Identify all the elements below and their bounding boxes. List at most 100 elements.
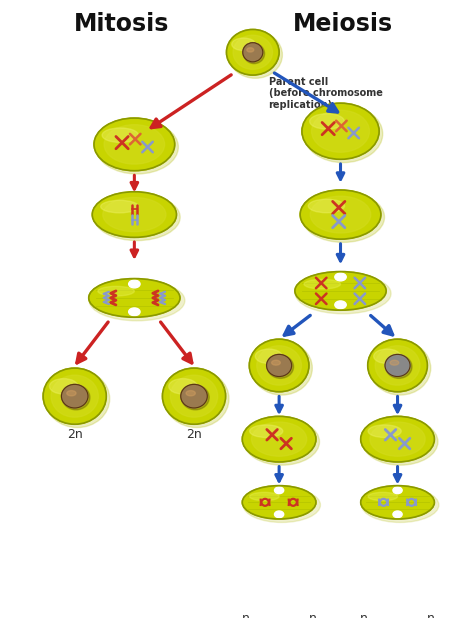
Ellipse shape — [368, 493, 398, 501]
Ellipse shape — [98, 286, 134, 296]
Ellipse shape — [274, 511, 284, 518]
Ellipse shape — [411, 565, 451, 603]
Ellipse shape — [100, 200, 138, 213]
Ellipse shape — [242, 486, 316, 519]
Ellipse shape — [288, 561, 342, 612]
Ellipse shape — [251, 341, 312, 395]
Ellipse shape — [272, 360, 280, 365]
Ellipse shape — [361, 486, 434, 519]
Ellipse shape — [286, 559, 339, 609]
Ellipse shape — [303, 105, 383, 163]
Ellipse shape — [242, 417, 316, 462]
Ellipse shape — [335, 273, 346, 281]
Ellipse shape — [227, 30, 279, 75]
Ellipse shape — [345, 565, 384, 603]
Ellipse shape — [375, 345, 420, 385]
Text: n: n — [309, 612, 316, 618]
Ellipse shape — [393, 511, 402, 518]
Ellipse shape — [164, 370, 229, 428]
Ellipse shape — [385, 354, 410, 376]
Ellipse shape — [244, 418, 319, 465]
Ellipse shape — [353, 574, 375, 595]
Ellipse shape — [243, 488, 320, 522]
Ellipse shape — [354, 574, 377, 596]
Ellipse shape — [302, 103, 379, 159]
Ellipse shape — [250, 425, 283, 438]
Ellipse shape — [219, 559, 272, 609]
Ellipse shape — [300, 190, 381, 239]
Ellipse shape — [250, 493, 279, 501]
Ellipse shape — [128, 280, 140, 288]
Ellipse shape — [361, 417, 434, 462]
Ellipse shape — [170, 375, 218, 417]
Ellipse shape — [243, 43, 263, 62]
Text: n: n — [242, 612, 250, 618]
Ellipse shape — [67, 391, 76, 396]
Ellipse shape — [244, 43, 264, 64]
Ellipse shape — [390, 360, 399, 365]
Ellipse shape — [295, 273, 391, 314]
Ellipse shape — [43, 368, 106, 424]
Ellipse shape — [89, 281, 185, 321]
Ellipse shape — [94, 194, 180, 240]
Ellipse shape — [274, 487, 284, 494]
Ellipse shape — [252, 422, 307, 456]
Ellipse shape — [424, 579, 432, 583]
Ellipse shape — [302, 574, 325, 596]
Ellipse shape — [386, 355, 412, 378]
Ellipse shape — [249, 339, 309, 392]
Ellipse shape — [266, 354, 292, 376]
Ellipse shape — [233, 35, 273, 69]
Ellipse shape — [247, 48, 254, 52]
Ellipse shape — [94, 118, 175, 171]
Ellipse shape — [393, 487, 402, 494]
Ellipse shape — [169, 379, 197, 394]
Text: Meiosis: Meiosis — [293, 12, 393, 36]
Ellipse shape — [62, 384, 88, 408]
Ellipse shape — [255, 349, 282, 363]
Ellipse shape — [340, 561, 394, 612]
Ellipse shape — [363, 418, 438, 465]
Ellipse shape — [96, 120, 178, 174]
Ellipse shape — [310, 196, 371, 233]
Text: Parent cell
(before chromosome
replication): Parent cell (before chromosome replicati… — [269, 77, 383, 110]
Ellipse shape — [302, 192, 384, 242]
Ellipse shape — [49, 379, 78, 394]
Ellipse shape — [306, 579, 314, 583]
Ellipse shape — [362, 488, 439, 522]
Ellipse shape — [128, 308, 140, 316]
Ellipse shape — [295, 271, 386, 310]
Text: n: n — [427, 612, 435, 618]
Ellipse shape — [163, 368, 226, 424]
Ellipse shape — [368, 425, 401, 438]
Ellipse shape — [186, 391, 195, 396]
Ellipse shape — [181, 384, 207, 408]
Ellipse shape — [310, 114, 345, 129]
Ellipse shape — [51, 375, 99, 417]
Ellipse shape — [232, 38, 255, 51]
Ellipse shape — [102, 128, 138, 142]
Ellipse shape — [420, 574, 442, 595]
Ellipse shape — [370, 341, 431, 395]
Ellipse shape — [405, 559, 457, 609]
Text: Mitosis: Mitosis — [73, 12, 169, 36]
Ellipse shape — [292, 569, 315, 582]
Ellipse shape — [335, 301, 346, 308]
Ellipse shape — [221, 561, 275, 612]
Ellipse shape — [103, 198, 166, 232]
Ellipse shape — [89, 279, 180, 317]
Ellipse shape — [267, 355, 293, 378]
Ellipse shape — [62, 385, 90, 410]
Ellipse shape — [104, 125, 164, 164]
Ellipse shape — [308, 199, 345, 213]
Ellipse shape — [311, 110, 369, 152]
Text: 2n: 2n — [67, 428, 82, 441]
Ellipse shape — [228, 32, 283, 78]
Ellipse shape — [407, 561, 460, 612]
Ellipse shape — [304, 279, 340, 289]
Ellipse shape — [182, 385, 209, 410]
Ellipse shape — [374, 349, 401, 363]
Text: 2n: 2n — [186, 428, 202, 441]
Ellipse shape — [343, 569, 367, 582]
Ellipse shape — [338, 559, 391, 609]
